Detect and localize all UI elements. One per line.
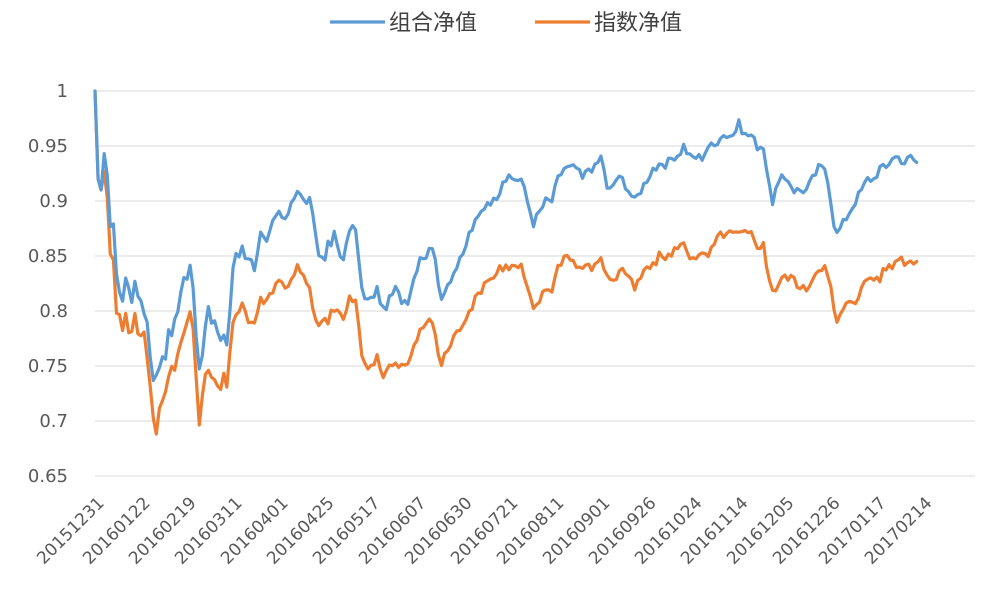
y-tick-label: 0.75 [28,356,68,377]
y-tick-label: 0.65 [28,466,68,487]
legend-item-portfolio: 组合净值 [330,11,477,36]
series-layer [93,89,919,436]
series-line-index [93,89,919,436]
y-tick-label: 0.85 [28,246,68,267]
legend-label: 组合净值 [389,11,477,36]
y-tick-label: 0.7 [39,411,68,432]
legend-label: 指数净值 [594,11,682,36]
x-axis: 2015123120160122201602192016031120160401… [33,493,936,568]
legend-item-index: 指数净值 [535,11,682,36]
y-tick-label: 1 [57,81,68,102]
y-tick-label: 0.95 [28,136,68,157]
gridlines [95,90,975,477]
series-line-portfolio [93,89,919,383]
y-tick-label: 0.8 [39,301,68,322]
y-tick-label: 0.9 [39,191,68,212]
legend: 组合净值 指数净值 [330,11,682,36]
y-axis: 0.65 0.7 0.75 0.8 0.85 0.9 0.95 1 [28,81,68,487]
